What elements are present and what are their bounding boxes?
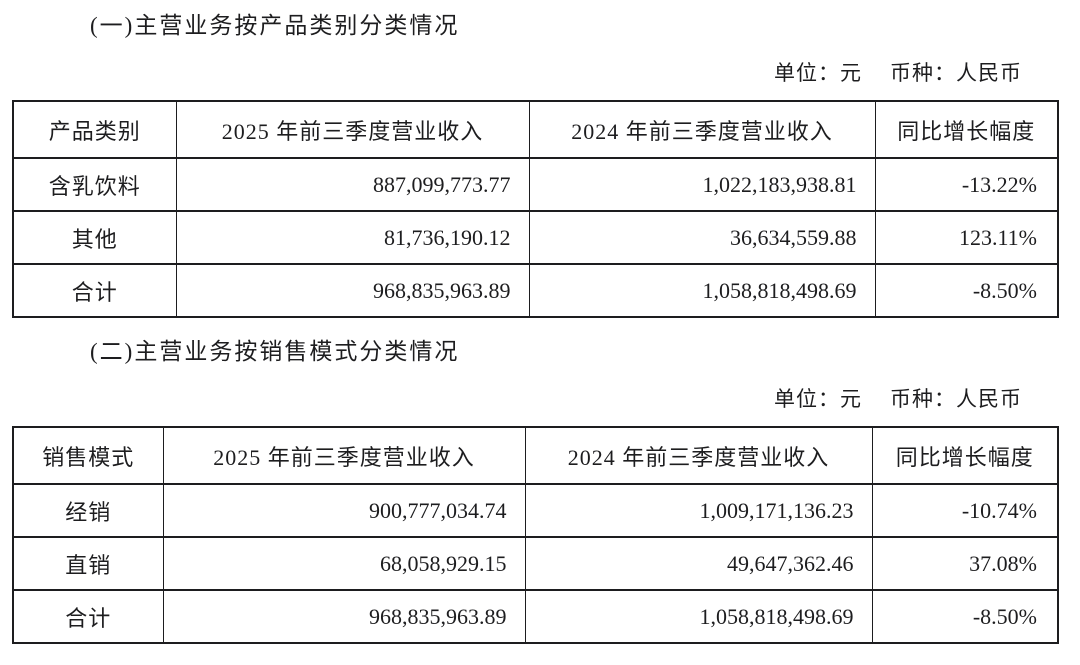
table-header-row: 销售模式 2025 年前三季度营业收入 2024 年前三季度营业收入 同比增长幅… <box>12 426 1059 485</box>
table-row-total: 合计 968,835,963.89 1,058,818,498.69 -8.50… <box>12 589 1059 644</box>
revenue-2025-cell: 900,777,034.74 <box>162 483 526 538</box>
table-row: 经销 900,777,034.74 1,009,171,136.23 -10.7… <box>12 483 1059 538</box>
yoy-cell: -8.50% <box>874 263 1059 318</box>
product-category-table: 产品类别 2025 年前三季度营业收入 2024 年前三季度营业收入 同比增长幅… <box>12 100 1059 318</box>
revenue-2024-cell: 1,009,171,136.23 <box>524 483 873 538</box>
yoy-cell: 123.11% <box>874 210 1059 265</box>
row-label-cell: 经销 <box>12 483 164 538</box>
table-row: 直销 68,058,929.15 49,647,362.46 37.08% <box>12 536 1059 591</box>
header-yoy-growth: 同比增长幅度 <box>874 100 1059 159</box>
revenue-2025-cell: 968,835,963.89 <box>175 263 530 318</box>
table-row-total: 合计 968,835,963.89 1,058,818,498.69 -8.50… <box>12 263 1059 318</box>
currency-label: 币种：人民币 <box>890 387 1022 411</box>
section-spacer <box>0 318 1080 334</box>
revenue-2024-cell: 1,058,818,498.69 <box>524 589 873 644</box>
yoy-cell: -8.50% <box>871 589 1059 644</box>
section2-title: (二)主营业务按销售模式分类情况 <box>90 339 460 364</box>
currency-label: 币种：人民币 <box>890 61 1022 85</box>
yoy-cell: 37.08% <box>871 536 1059 591</box>
sales-model-table: 销售模式 2025 年前三季度营业收入 2024 年前三季度营业收入 同比增长幅… <box>12 426 1059 644</box>
header-revenue-2025: 2025 年前三季度营业收入 <box>162 426 526 485</box>
unit-label: 单位：元 <box>774 61 862 85</box>
row-label-cell: 直销 <box>12 536 164 591</box>
revenue-2025-cell: 68,058,929.15 <box>162 536 526 591</box>
section1-title: (一)主营业务按产品类别分类情况 <box>90 13 460 38</box>
revenue-2024-cell: 49,647,362.46 <box>524 536 873 591</box>
header-revenue-2025: 2025 年前三季度营业收入 <box>175 100 530 159</box>
row-label-cell: 含乳饮料 <box>12 157 177 212</box>
table-row: 其他 81,736,190.12 36,634,559.88 123.11% <box>12 210 1059 265</box>
revenue-2024-cell: 1,022,183,938.81 <box>528 157 876 212</box>
table-row: 含乳饮料 887,099,773.77 1,022,183,938.81 -13… <box>12 157 1059 212</box>
yoy-cell: -13.22% <box>874 157 1059 212</box>
table-header-row: 产品类别 2025 年前三季度营业收入 2024 年前三季度营业收入 同比增长幅… <box>12 100 1059 159</box>
row-label-cell: 其他 <box>12 210 177 265</box>
revenue-2025-cell: 81,736,190.12 <box>175 210 530 265</box>
row-label-cell: 合计 <box>12 589 164 644</box>
section2-unit-note: 单位：元 币种：人民币 <box>0 382 1080 416</box>
header-revenue-2024: 2024 年前三季度营业收入 <box>524 426 873 485</box>
row-label-cell: 合计 <box>12 263 177 318</box>
header-sales-model: 销售模式 <box>12 426 164 485</box>
revenue-2024-cell: 1,058,818,498.69 <box>528 263 876 318</box>
unit-label: 单位：元 <box>774 387 862 411</box>
header-yoy-growth: 同比增长幅度 <box>871 426 1059 485</box>
revenue-2025-cell: 887,099,773.77 <box>175 157 530 212</box>
header-product-category: 产品类别 <box>12 100 177 159</box>
header-revenue-2024: 2024 年前三季度营业收入 <box>528 100 876 159</box>
revenue-2024-cell: 36,634,559.88 <box>528 210 876 265</box>
revenue-2025-cell: 968,835,963.89 <box>162 589 526 644</box>
section1-unit-note: 单位：元 币种：人民币 <box>0 56 1080 90</box>
yoy-cell: -10.74% <box>871 483 1059 538</box>
